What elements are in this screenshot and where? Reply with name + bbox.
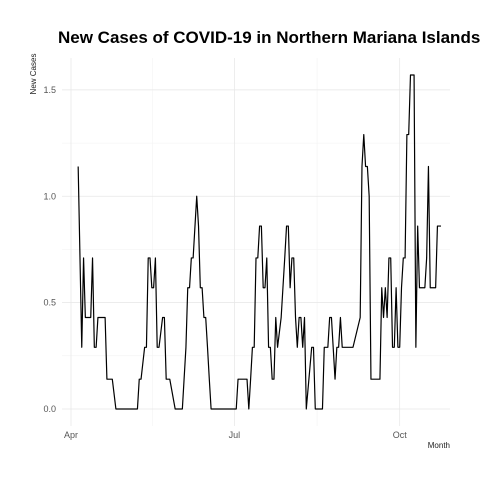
x-tick-label: Jul bbox=[229, 430, 241, 440]
series-line bbox=[77, 74, 442, 410]
y-axis-ticks: 0.0 0.5 1.0 1.5 bbox=[43, 85, 56, 414]
series-layer bbox=[77, 74, 442, 410]
x-tick-label: Oct bbox=[393, 430, 408, 440]
minor-gridlines bbox=[62, 58, 450, 426]
chart-title: New Cases of COVID-19 in Northern Marian… bbox=[58, 28, 480, 47]
y-axis-label: New Cases bbox=[29, 54, 38, 95]
y-tick-label: 0.5 bbox=[43, 298, 56, 308]
x-axis-label: Month bbox=[428, 441, 450, 450]
y-tick-label: 1.0 bbox=[43, 191, 56, 201]
y-tick-label: 1.5 bbox=[43, 85, 56, 95]
x-tick-label: Apr bbox=[64, 430, 78, 440]
y-tick-label: 0.0 bbox=[43, 404, 56, 414]
x-axis-ticks: Apr Jul Oct bbox=[64, 430, 407, 440]
